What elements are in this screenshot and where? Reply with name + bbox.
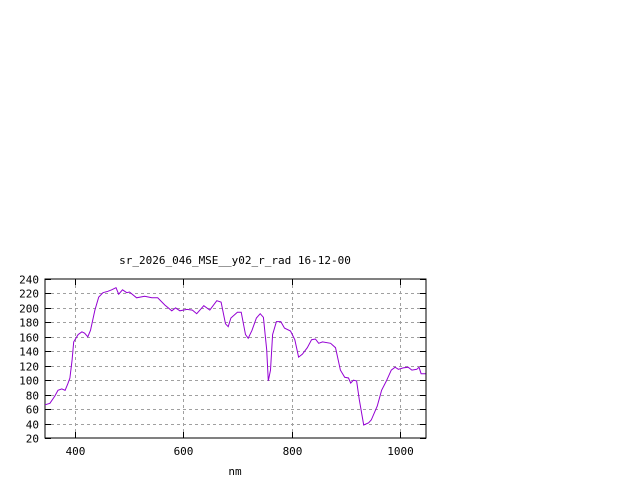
y-tick-label: 200: [19, 303, 39, 316]
y-tick-label: 60: [26, 404, 39, 417]
grid: [45, 279, 426, 438]
y-tick-label: 220: [19, 288, 39, 301]
x-tick-label: 600: [174, 445, 194, 458]
y-tick-label: 180: [19, 317, 39, 330]
x-tick-label: 800: [283, 445, 303, 458]
x-tick-label: 400: [66, 445, 86, 458]
y-tick-label: 120: [19, 361, 39, 374]
series-line: [44, 287, 426, 426]
x-axis-label: nm: [228, 465, 242, 478]
plot-frame: [44, 278, 427, 439]
y-tick-label: 240: [19, 274, 39, 287]
y-tick-label: 80: [26, 390, 39, 403]
y-tick-label: 100: [19, 375, 39, 388]
y-tick-label: 40: [26, 419, 39, 432]
x-tick-label: 1000: [387, 445, 414, 458]
y-tick-label: 140: [19, 346, 39, 359]
chart-title: sr_2026_046_MSE__y02_r_rad 16-12-00: [119, 254, 351, 267]
y-tick-label: 160: [19, 332, 39, 345]
y-tick-label: 20: [26, 433, 39, 446]
